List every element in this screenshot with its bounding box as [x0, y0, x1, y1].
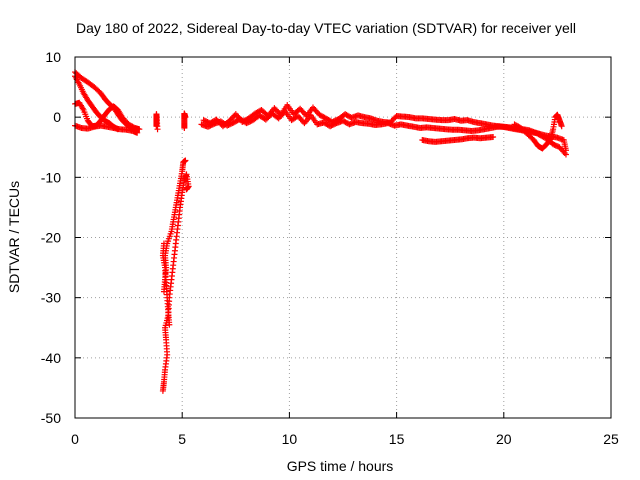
- data-point: [134, 129, 141, 136]
- y-tick-label: -10: [41, 169, 61, 185]
- x-tick-label: 0: [71, 431, 79, 447]
- data-point: [136, 126, 143, 133]
- y-tick-label: -50: [41, 410, 61, 426]
- data-point: [547, 136, 554, 143]
- data-point: [166, 321, 173, 328]
- axes: 0 5 10 15 20 25 10 0 -10 -20 -30 -40 -50: [41, 49, 619, 447]
- x-tick-label: 5: [178, 431, 186, 447]
- y-tick-label: -40: [41, 350, 61, 366]
- x-tick-label: 25: [603, 431, 619, 447]
- data-point: [490, 134, 497, 141]
- x-tick-label: 10: [282, 431, 298, 447]
- x-tick-label: 20: [496, 431, 512, 447]
- y-tick-label: -30: [41, 290, 61, 306]
- x-axis-label: GPS time / hours: [287, 458, 394, 474]
- y-axis-label: SDTVAR / TECUs: [6, 181, 22, 293]
- y-tick-label: 0: [53, 109, 61, 125]
- data-series: [72, 69, 569, 394]
- chart-title: Day 180 of 2022, Sidereal Day-to-day VTE…: [76, 20, 576, 36]
- y-tick-label: 10: [45, 49, 61, 65]
- data-point: [183, 186, 190, 193]
- data-point: [154, 126, 161, 133]
- x-tick-label: 15: [389, 431, 405, 447]
- data-point: [182, 114, 189, 121]
- data-point: [558, 123, 565, 130]
- data-point: [562, 151, 569, 158]
- data-point: [182, 157, 189, 164]
- y-tick-label: -20: [41, 230, 61, 246]
